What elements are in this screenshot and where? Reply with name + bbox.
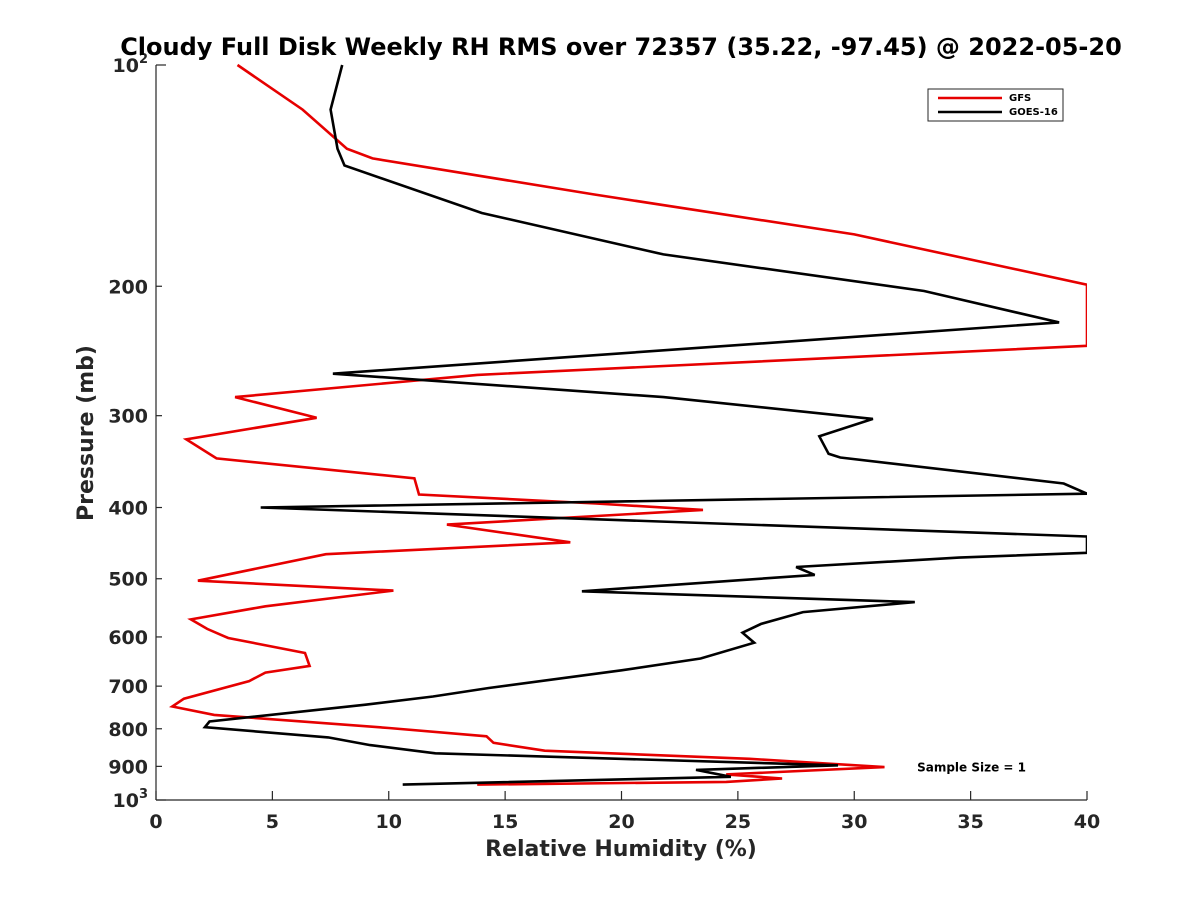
axis-lines [155,65,1087,801]
x-tick-label: 25 [725,811,751,833]
y-tick-base: 10 [113,55,139,77]
series-layer [168,63,1087,786]
y-tick-label: 103 [113,787,149,812]
y-tick-label: 500 [108,569,148,591]
series-line-gfs [168,63,1087,786]
y-tick-label: 400 [108,498,148,520]
y-tick-label: 200 [108,276,148,298]
y-tick-exponent: 2 [139,52,148,67]
series-line-goes16 [202,64,1087,786]
y-tick-exponent: 3 [139,787,148,802]
x-axis-ticks: 0 5 10 15 20 25 30 35 40 [149,791,1100,833]
x-tick-label: 0 [149,811,162,833]
y-axis-label: Pressure (mb) [74,345,99,521]
y-tick-label: 900 [108,756,148,778]
y-tick-label: 600 [108,627,148,649]
x-tick-label: 30 [841,811,867,833]
legend-label-goes16: GOES-16 [1009,107,1058,118]
x-tick-label: 20 [608,811,634,833]
sample-size-annotation: Sample Size = 1 [917,760,1026,774]
x-tick-label: 35 [957,811,983,833]
chart-title: Cloudy Full Disk Weekly RH RMS over 7235… [120,33,1122,61]
y-tick-base: 10 [113,790,139,812]
x-tick-label: 40 [1074,811,1100,833]
y-tick-label: 800 [108,719,148,741]
y-tick-label: 102 [113,52,149,77]
plot-area: 0 5 10 15 20 25 30 35 40 10220030040050060070080… [108,52,1100,833]
y-tick-label: 300 [108,406,148,428]
x-tick-label: 15 [492,811,518,833]
x-axis-label: Relative Humidity (%) [485,837,757,862]
x-tick-label: 10 [376,811,402,833]
y-tick-label: 700 [108,676,148,698]
legend-label-gfs: GFS [1009,93,1031,104]
legend: GFS GOES-16 [927,88,1064,122]
legend-box [927,88,1064,122]
x-tick-label: 5 [266,811,279,833]
